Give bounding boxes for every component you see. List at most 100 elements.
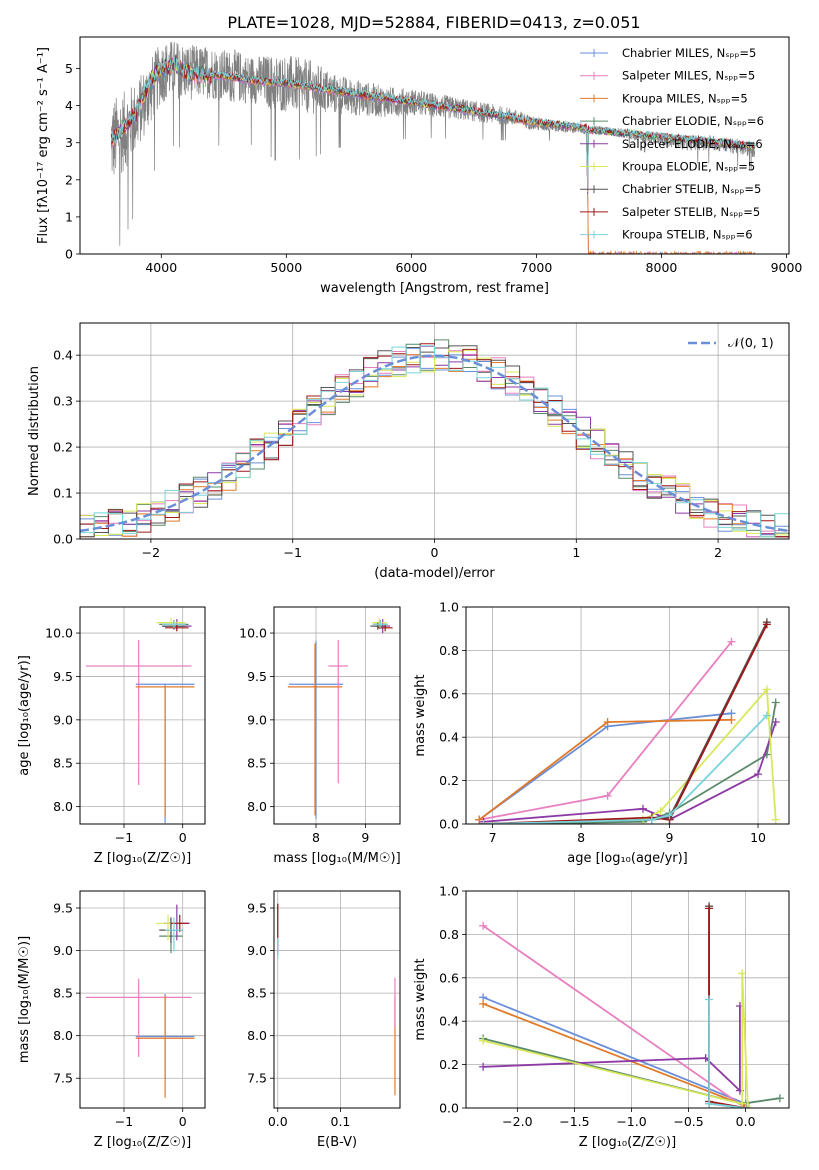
weight-marker [762, 620, 771, 629]
weight-marker [771, 815, 780, 824]
y-tick-label: 8.0 [247, 799, 267, 814]
axes-frame [79, 606, 206, 825]
plot-area [85, 904, 195, 1098]
legend-label: Salpeter STELIB, Nₛₚₚ=5 [622, 205, 760, 219]
y-tick-label: 0 [65, 247, 73, 262]
y-tick-label: 9.5 [53, 669, 73, 684]
weight-marker [479, 1036, 488, 1045]
x-tick-label: 10 [750, 830, 766, 845]
legend-label: Kroupa MILES, Nₛₚₚ=5 [622, 91, 748, 105]
plot-spectrum: 4000 5000 6000 7000 8000 9000 0 1 2 3 4 5 wavelength… [36, 36, 802, 296]
plot-area [277, 903, 396, 1096]
y-tick-label: 8.5 [53, 756, 73, 771]
y-tick-label: 0.6 [439, 686, 459, 701]
y-tick-label: 2 [65, 172, 73, 187]
y-axis-label: Flux [fλ10⁻¹⁷ erg cm⁻² s⁻¹ A⁻¹] [36, 47, 51, 244]
model-spectrum [110, 56, 756, 191]
y-tick-label: 0.0 [439, 1101, 459, 1116]
axes-frame [79, 36, 790, 255]
y-tick-label: 9.5 [247, 901, 267, 916]
y-tick-label: 0.8 [439, 643, 459, 658]
axes-frame [273, 890, 401, 1109]
x-axis-label: E(B-V) [317, 1135, 357, 1150]
x-tick-label: 6000 [395, 260, 427, 275]
y-tick-label: 9.5 [53, 901, 73, 916]
spectrum-legend: Chabrier MILES, Nₛₚₚ=5 Salpeter MILES, Nₛ… [580, 46, 764, 242]
x-tick-label: 7 [489, 830, 497, 845]
y-tick-label: 0.0 [439, 817, 459, 832]
weight-series-line [478, 712, 732, 821]
weight-marker [705, 904, 714, 913]
weight-marker [479, 1062, 488, 1071]
y-axis-label: Normed distribution [27, 366, 42, 496]
plot-area [287, 618, 393, 819]
y-axis-label: age [log₁₀(age/yr)] [17, 655, 32, 776]
plot-mass-vs-Z: −1 0 7.5 8.0 8.5 9.0 9.5 Z [log₁₀(Z/Z☉)] mass [l… [17, 890, 206, 1150]
x-axis-label: age [log₁₀(age/yr)] [567, 851, 688, 866]
legend-label: Kroupa ELODIE, Nₛₚₚ=5 [622, 160, 755, 174]
weight-marker [771, 718, 780, 727]
y-tick-label: 9.0 [247, 712, 267, 727]
error-point [165, 917, 183, 952]
weight-marker [479, 999, 488, 1008]
error-point [135, 686, 195, 818]
error-point [288, 640, 344, 819]
legend-label: Salpeter MILES, Nₛₚₚ=5 [622, 69, 755, 83]
grid-lines [80, 891, 205, 1108]
x-tick-label: 9 [666, 830, 674, 845]
weight-marker [762, 711, 771, 720]
error-point [287, 643, 343, 816]
y-tick-label: 1.0 [439, 884, 459, 899]
weight-marker [705, 1099, 714, 1108]
plot-area [110, 42, 756, 254]
y-tick-label: 5 [65, 61, 73, 76]
grid-lines [274, 607, 400, 824]
axes-frame [79, 322, 790, 540]
x-tick-label: −1.0 [616, 1114, 646, 1129]
y-tick-label: 0.3 [53, 394, 73, 409]
x-axis-label: mass [log₁₀(M/M☉)] [273, 851, 400, 866]
histogram-step [80, 347, 789, 538]
x-axis-label: (data-model)/error [374, 566, 495, 581]
weight-marker [775, 1094, 784, 1103]
x-tick-label: 8 [577, 830, 585, 845]
y-tick-label: 4 [65, 98, 73, 113]
weight-series-line [482, 1002, 746, 1107]
weight-marker [705, 995, 714, 1004]
y-tick-label: 10.0 [239, 626, 267, 641]
legend-label: 𝒩(0, 1) [728, 335, 774, 350]
legend-label: Kroupa STELIB, Nₛₚₚ=6 [622, 228, 753, 242]
plot-area [479, 902, 784, 1108]
x-tick-label: −1 [115, 830, 133, 845]
x-tick-label: 0.0 [736, 1114, 756, 1129]
weight-marker [638, 804, 647, 813]
weight-marker [771, 698, 780, 707]
y-tick-label: 1.0 [439, 600, 459, 615]
weight-marker [656, 806, 665, 815]
y-tick-label: 9.5 [247, 669, 267, 684]
y-tick-label: 3 [65, 135, 73, 150]
y-tick-label: 0.2 [439, 1057, 459, 1072]
weight-marker [754, 770, 763, 779]
x-tick-label: 5000 [270, 260, 302, 275]
y-tick-label: 8.5 [53, 986, 73, 1001]
y-axis-label: mass [log₁₀(M/M☉)] [17, 936, 32, 1063]
weight-marker [603, 718, 612, 727]
weight-marker [743, 1104, 752, 1108]
y-tick-label: 8.0 [247, 1028, 267, 1043]
figure-title: PLATE=1028, MJD=52884, FIBERID=0413, z=0… [227, 13, 640, 32]
y-tick-label: 0.4 [439, 1014, 459, 1029]
weight-series-line [483, 621, 768, 824]
x-tick-label: 0 [431, 545, 439, 560]
y-tick-label: 8.5 [247, 756, 267, 771]
x-tick-label: −1 [283, 545, 301, 560]
x-tick-label: −2.0 [502, 1114, 532, 1129]
y-axis-label: mass weight [413, 674, 428, 756]
x-tick-label: −1 [115, 1114, 133, 1129]
weight-marker [647, 815, 656, 824]
y-tick-label: 0.1 [53, 486, 73, 501]
x-tick-label: 4000 [145, 260, 177, 275]
x-tick-label: −2 [142, 545, 160, 560]
weight-marker [738, 1099, 747, 1108]
y-tick-label: 8.0 [53, 1028, 73, 1043]
